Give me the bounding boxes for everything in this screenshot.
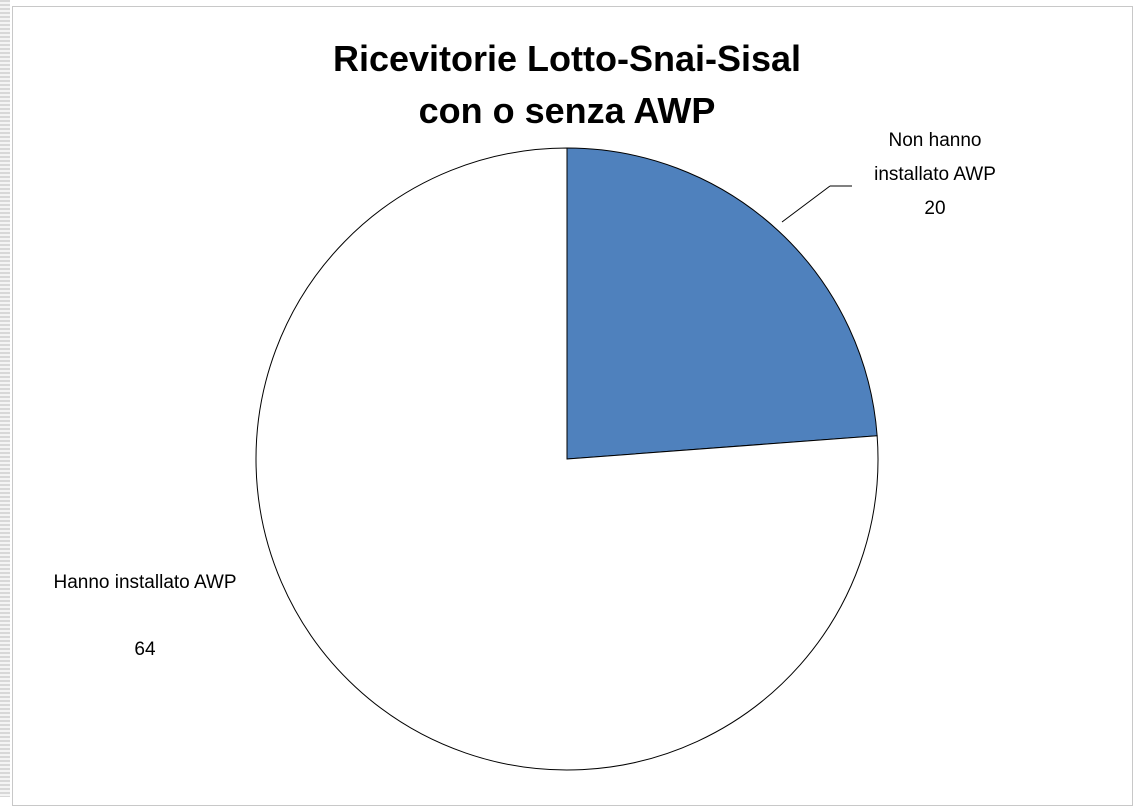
- chart-title: Ricevitorie Lotto-Snai-Sisal: [332, 38, 802, 79]
- pie-slice: [255, 147, 879, 771]
- slice-label: Hanno installato AWP: [53, 572, 237, 593]
- chart-subtitle: con o senza AWP: [418, 90, 716, 131]
- value-label: 20: [924, 198, 946, 219]
- value-label: 64: [134, 639, 156, 660]
- pie-slice: [566, 147, 878, 460]
- window-edge: [0, 0, 10, 797]
- slice-label: Non hanno installato AWP: [874, 130, 996, 185]
- leader-line: [781, 185, 831, 223]
